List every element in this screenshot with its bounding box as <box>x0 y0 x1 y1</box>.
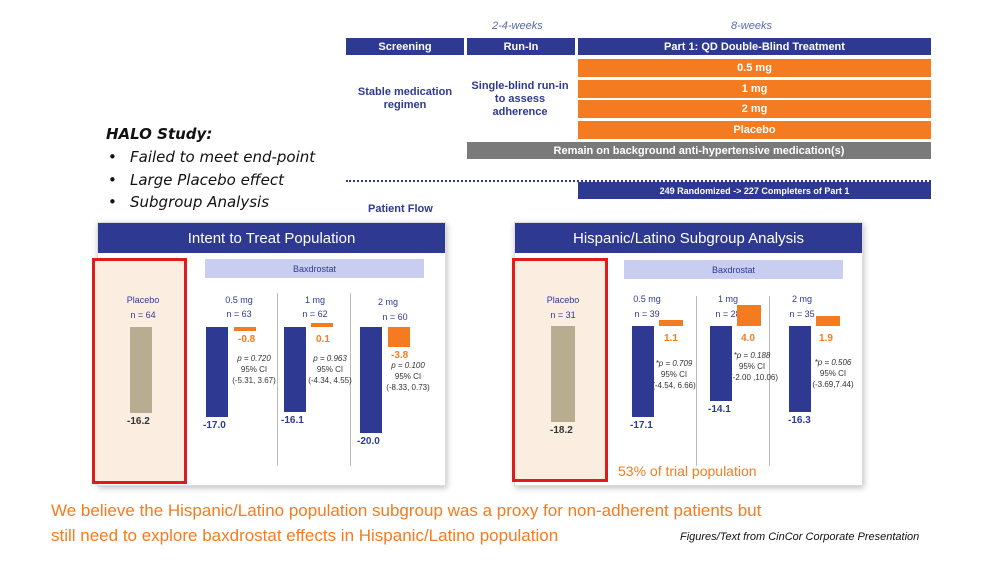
itt-chart-title: Intent to Treat Population <box>98 223 445 253</box>
halo-title: HALO Study: <box>106 125 213 143</box>
itt-2mg-n: n = 60 <box>382 312 408 322</box>
itt-05mg-stats: p = 0.720 95% CI (-5.31, 3.67) <box>232 354 276 385</box>
hispanic-1mg-label: 1 mg <box>717 294 738 304</box>
arm-2mg: 2 mg <box>578 100 931 118</box>
hispanic-2mg-n: n = 35 <box>789 309 815 319</box>
itt-placebo-n: n = 64 <box>130 310 156 320</box>
single-blind-label: Single-blind run-in to assess adherence <box>471 80 569 118</box>
hispanic-05mg-n: n = 39 <box>634 309 660 319</box>
runin-header: Run-In <box>467 38 575 55</box>
hispanic-2mg-stats: *p = 0.506 95% CI (-3.69,7.44) <box>812 358 854 389</box>
hispanic-divider-2 <box>769 296 770 466</box>
hispanic-placebo-highlight <box>512 258 608 482</box>
hispanic-1mg-n: n = 28 <box>715 309 741 319</box>
hispanic-1mg-stats: *p = 0.188 95% CI (-2.00 ,10.06) <box>730 351 779 382</box>
itt-05mg-label: 0.5 mg <box>225 295 253 305</box>
hispanic-2mg-label: 2 mg <box>791 294 812 304</box>
dotted-divider <box>346 180 931 182</box>
itt-2mg-label: 2 mg <box>377 297 398 307</box>
arm-0-5mg: 0.5 mg <box>578 59 931 77</box>
conclusion-line-1: We believe the Hispanic/Latino populatio… <box>51 501 762 520</box>
hispanic-chart-title: Hispanic/Latino Subgroup Analysis <box>515 223 862 253</box>
hispanic-placebo-label: Placebo <box>546 295 580 305</box>
patient-flow-label: Patient Flow <box>368 203 433 215</box>
conclusion-line-2: still need to explore baxdrostat effects… <box>51 526 559 545</box>
halo-bullet-1: • Failed to meet end-point <box>108 148 316 166</box>
itt-1mg-label: 1 mg <box>304 295 325 305</box>
runin-duration: 2-4-weeks <box>492 20 543 32</box>
itt-divider-2 <box>350 293 351 466</box>
source-note: Figures/Text from CinCor Corporate Prese… <box>680 531 920 543</box>
part1-header: Part 1: QD Double-Blind Treatment <box>578 38 931 55</box>
hispanic-05mg-label: 0.5 mg <box>633 294 661 304</box>
halo-bullet-3: • Subgroup Analysis <box>108 193 270 211</box>
background-medication-bar: Remain on background anti-hypertensive m… <box>467 142 931 159</box>
arm-1mg: 1 mg <box>578 80 931 98</box>
itt-placebo-highlight <box>92 258 187 484</box>
halo-bullet-2: • Large Placebo effect <box>108 171 284 189</box>
screening-header: Screening <box>346 38 464 55</box>
itt-2mg-stats: p = 0.100 95% CI (-8.33, 0.73) <box>386 361 430 392</box>
stable-medication-label: Stable medication regimen <box>357 86 453 111</box>
hispanic-baxdrostat-header: Baxdrostat <box>624 260 843 279</box>
itt-1mg-n: n = 62 <box>302 309 328 319</box>
treatment-duration: 8-weeks <box>731 20 772 32</box>
itt-placebo-label: Placebo <box>126 295 160 305</box>
hispanic-divider-1 <box>696 296 697 466</box>
randomized-bar: 249 Randomized -> 227 Completers of Part… <box>578 182 931 199</box>
itt-baxdrostat-header: Baxdrostat <box>205 259 424 278</box>
itt-05mg-n: n = 63 <box>226 309 252 319</box>
itt-divider-1 <box>277 293 278 466</box>
arm-placebo: Placebo <box>578 121 931 139</box>
itt-1mg-stats: p = 0.963 95% CI (-4.34, 4.55) <box>308 354 352 385</box>
hispanic-placebo-n: n = 31 <box>550 310 576 320</box>
trial-population-annotation: 53% of trial population <box>618 463 757 479</box>
hispanic-05mg-stats: *p = 0.709 95% CI (-4.54, 6.66) <box>652 359 696 390</box>
